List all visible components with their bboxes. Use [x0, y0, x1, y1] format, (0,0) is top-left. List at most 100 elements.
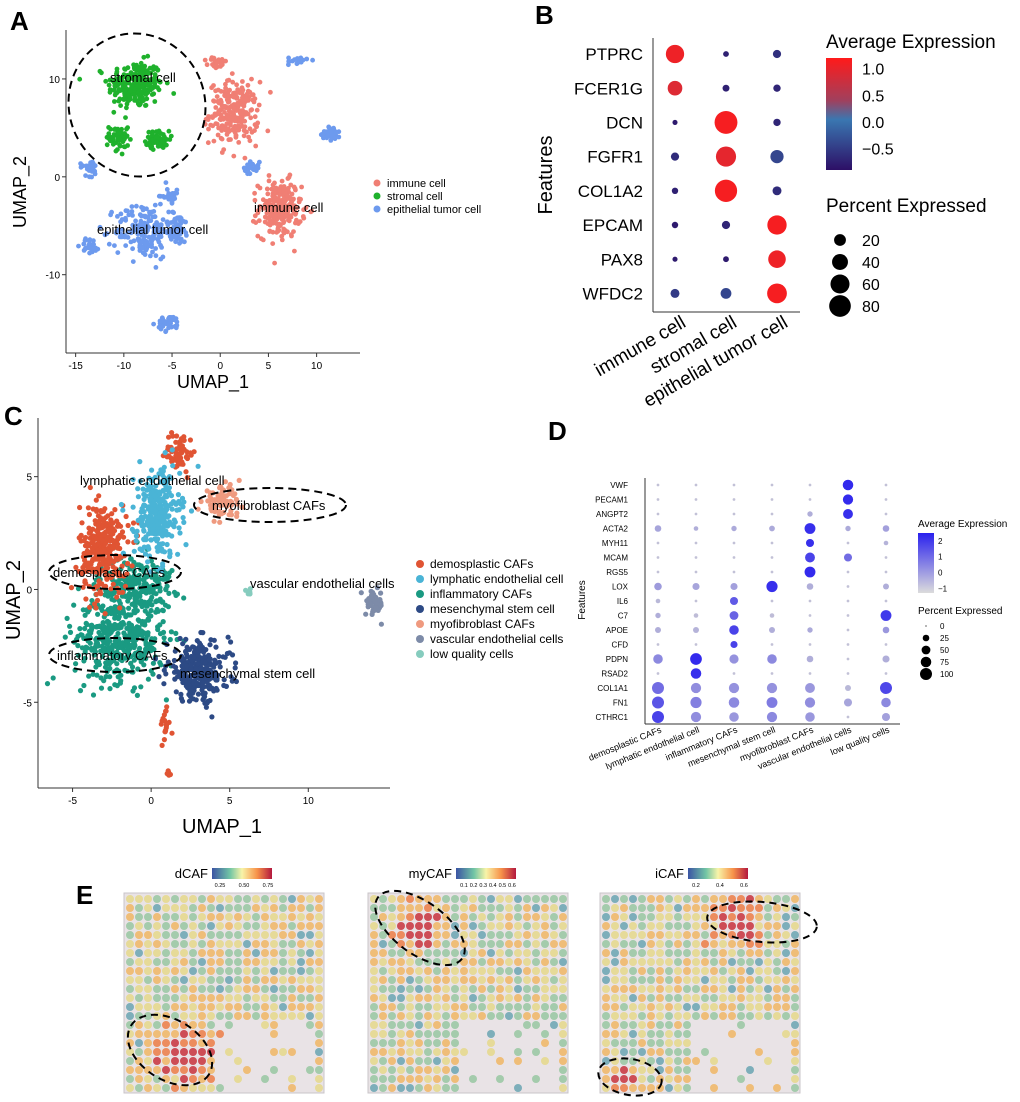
panel-e-spot [559, 967, 567, 975]
panel-a-point [129, 84, 135, 89]
panel-c-point [153, 531, 159, 537]
panel-e-spot [171, 967, 179, 975]
panel-d-dot [728, 697, 740, 708]
panel-a-point [226, 93, 231, 98]
panel-a-point [130, 246, 136, 252]
panel-d-dot [845, 525, 851, 532]
panel-e-spot [388, 1075, 396, 1083]
panel-d-dot [843, 698, 853, 707]
panel-a-point [283, 187, 289, 193]
panel-c-point [84, 645, 90, 651]
panel-a-point [209, 85, 215, 91]
panel-e-spot [674, 985, 682, 993]
panel-e-spot [135, 940, 143, 948]
panel-e-spot [433, 967, 441, 975]
panel-e-spot [424, 1039, 432, 1047]
panel-a-point [155, 67, 161, 73]
panel-b-dot [773, 118, 781, 127]
panel-e-spot [162, 1030, 170, 1038]
panel-c-point [102, 664, 109, 670]
panel-c-point [131, 657, 137, 663]
panel-e-spot [773, 913, 781, 921]
panel-c-point [204, 679, 210, 685]
panel-a-point [280, 205, 286, 211]
panel-d-dot [881, 697, 891, 708]
panel-a-point [121, 72, 127, 77]
panel-e-spot [415, 1066, 423, 1074]
panel-d-dot [732, 541, 736, 545]
panel-e-spot [665, 940, 673, 948]
panel-c-point [99, 561, 105, 567]
panel-e-spot [514, 1048, 522, 1056]
panel-e-spot [406, 922, 414, 930]
panel-e-spot [487, 1003, 495, 1011]
panel-e-spot [198, 1021, 206, 1029]
panel-e-spot [647, 967, 655, 975]
panel-e-spot [487, 1039, 495, 1047]
panel-e-spot [782, 1030, 790, 1038]
panel-a-point [129, 209, 135, 214]
panel-e-spot [782, 913, 790, 921]
panel-a-point [274, 229, 279, 235]
panel-d-dot [846, 643, 850, 646]
panel-c-point [160, 561, 166, 567]
panel-c-point [183, 469, 189, 475]
panel-e-spot [306, 1066, 314, 1074]
panel-e-spot [252, 985, 260, 993]
panel-e-spot [306, 931, 314, 939]
panel-e-spot [180, 1048, 188, 1056]
panel-e-spot [288, 931, 296, 939]
panel-e-spot [415, 1012, 423, 1020]
panel-e-spot [424, 1030, 432, 1038]
panel-e-spot [279, 895, 287, 903]
panel-e-spot [719, 1003, 727, 1011]
panel-c-point [94, 672, 100, 678]
panel-e-spot [243, 904, 251, 912]
panel-e-spot [153, 985, 161, 993]
panel-a-point [332, 135, 338, 141]
panel-e-spot [532, 904, 540, 912]
panel-e-spot [746, 940, 754, 948]
panel-e-spot [126, 922, 134, 930]
panel-e-spot [505, 913, 513, 921]
panel-e-spot [710, 913, 718, 921]
panel-a-point [225, 78, 230, 83]
panel-c-point [109, 511, 115, 517]
panel-c-point [105, 513, 111, 519]
panel-e-spot [315, 895, 323, 903]
panel-c-point [181, 519, 187, 526]
panel-c-legend-label: lymphatic endothelial cell [430, 572, 563, 586]
panel-e-spot [602, 1030, 610, 1038]
panel-e-spot [424, 985, 432, 993]
panel-e-spot [315, 958, 323, 966]
panel-a-point [279, 211, 285, 217]
panel-c-point [167, 636, 173, 643]
panel-c-point [184, 453, 190, 459]
panel-c-point [147, 645, 153, 651]
panel-a-point [146, 234, 152, 240]
panel-e-spot [243, 931, 251, 939]
panel-c-point [71, 602, 77, 608]
panel-c-point [108, 605, 114, 611]
panel-c-point [164, 454, 170, 460]
panel-a-point [136, 92, 142, 98]
panel-e-spot [469, 931, 477, 939]
panel-c-point [165, 659, 171, 665]
panel-a-ylabel: UMAP_2 [10, 156, 31, 228]
panel-e-spot [746, 994, 754, 1002]
panel-a-point [112, 243, 117, 249]
panel-e-spot [198, 967, 206, 975]
panel-a-point [89, 169, 95, 174]
panel-e-spot [415, 1084, 423, 1092]
panel-d-dot [769, 525, 775, 532]
panel-a-point [240, 87, 246, 93]
panel-a-point [286, 62, 291, 68]
panel-c-point [173, 439, 179, 445]
panel-d-size-key [921, 645, 931, 655]
panel-b-feature-label: WFDC2 [583, 285, 643, 304]
panel-c-point [178, 436, 184, 442]
panel-e-spot [189, 985, 197, 993]
panel-e-spot [478, 958, 486, 966]
panel-c-point [193, 697, 199, 703]
panel-a-point [286, 55, 291, 61]
